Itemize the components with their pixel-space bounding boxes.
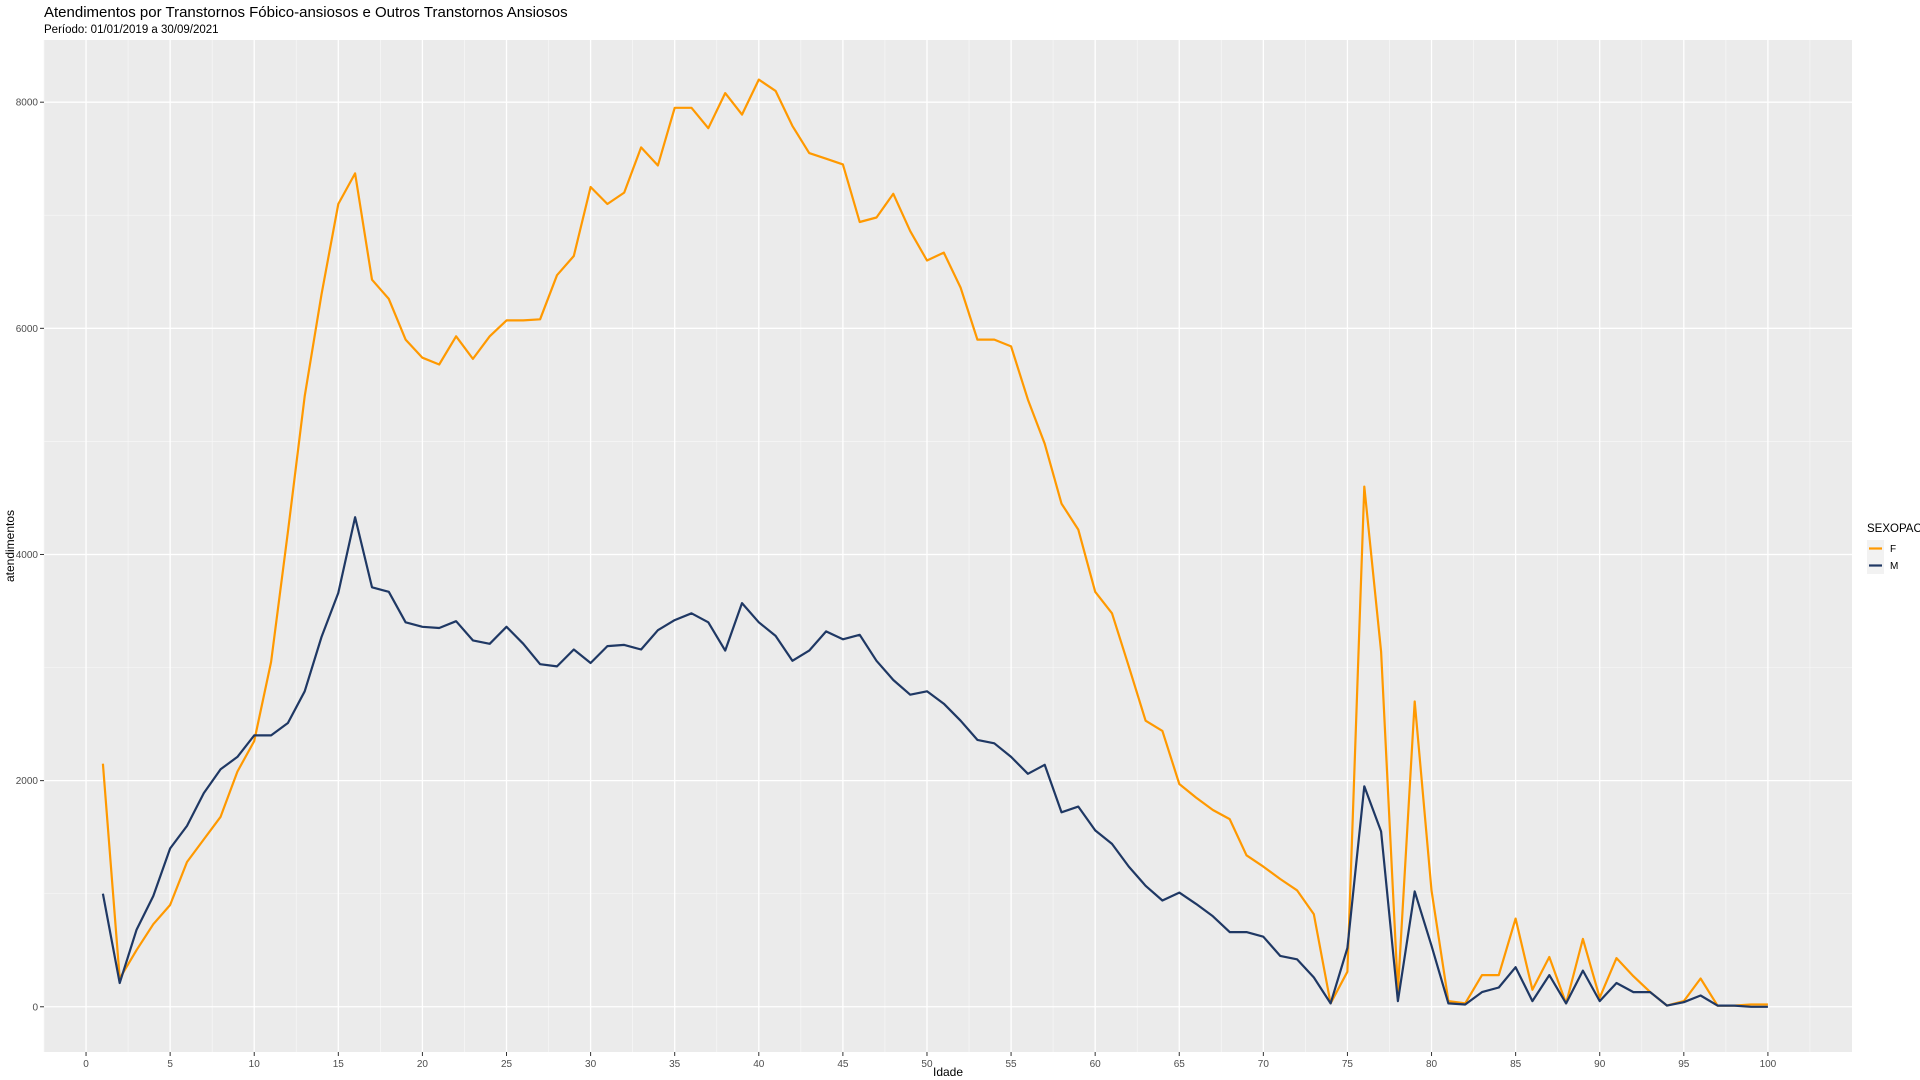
legend-title: SEXOPAC xyxy=(1867,523,1920,535)
x-tick-label: 0 xyxy=(83,1059,89,1070)
x-tick-label: 90 xyxy=(1594,1059,1606,1070)
y-tick-label: 0 xyxy=(32,1002,38,1013)
legend-label-M: M xyxy=(1890,561,1898,572)
x-tick-label: 70 xyxy=(1258,1059,1270,1070)
y-tick-label: 8000 xyxy=(16,98,39,109)
x-axis: 0 5 10 15 20 25 30 35 40 45 50 55 60 65 70 75 80 85 90 95 10… xyxy=(83,1052,1777,1070)
plot-panel xyxy=(44,40,1852,1052)
series-line-M xyxy=(101,516,1768,1008)
x-tick-label: 60 xyxy=(1090,1059,1102,1070)
x-tick-label: 100 xyxy=(1760,1059,1777,1070)
x-tick-label: 65 xyxy=(1174,1059,1186,1070)
y-tick-label: 6000 xyxy=(16,324,39,335)
y-tick-label: 4000 xyxy=(16,550,39,561)
legend: SEXOPAC FM xyxy=(1867,523,1920,574)
x-tick-label: 40 xyxy=(753,1059,765,1070)
x-tick-label: 5 xyxy=(167,1059,173,1070)
y-axis: 0 2000 4000 6000 8000 xyxy=(16,98,44,1013)
legend-label-F: F xyxy=(1890,544,1896,555)
x-tick-label: 25 xyxy=(501,1059,513,1070)
x-tick-label: 15 xyxy=(333,1059,345,1070)
x-tick-label: 35 xyxy=(669,1059,681,1070)
chart-subtitle: Período: 01/01/2019 a 30/09/2021 xyxy=(44,24,219,36)
x-tick-label: 30 xyxy=(585,1059,597,1070)
x-tick-label: 10 xyxy=(249,1059,261,1070)
y-tick-label: 2000 xyxy=(16,776,39,787)
x-tick-label: 80 xyxy=(1426,1059,1438,1070)
x-tick-label: 95 xyxy=(1678,1059,1690,1070)
y-axis-title: atendimentos xyxy=(3,510,17,582)
minor-gridlines xyxy=(43,40,1852,1052)
x-tick-label: 85 xyxy=(1510,1059,1522,1070)
x-tick-label: 45 xyxy=(837,1059,849,1070)
x-tick-label: 20 xyxy=(417,1059,429,1070)
x-tick-label: 50 xyxy=(921,1059,933,1070)
major-gridlines xyxy=(44,40,1852,1052)
chart-title: Atendimentos por Transtornos Fóbico-ansi… xyxy=(44,4,568,21)
x-axis-title: Idade xyxy=(933,1065,963,1079)
series-line-F xyxy=(101,78,1768,1007)
x-tick-label: 55 xyxy=(1006,1059,1018,1070)
series-lines xyxy=(101,78,1768,1008)
x-tick-label: 75 xyxy=(1342,1059,1354,1070)
